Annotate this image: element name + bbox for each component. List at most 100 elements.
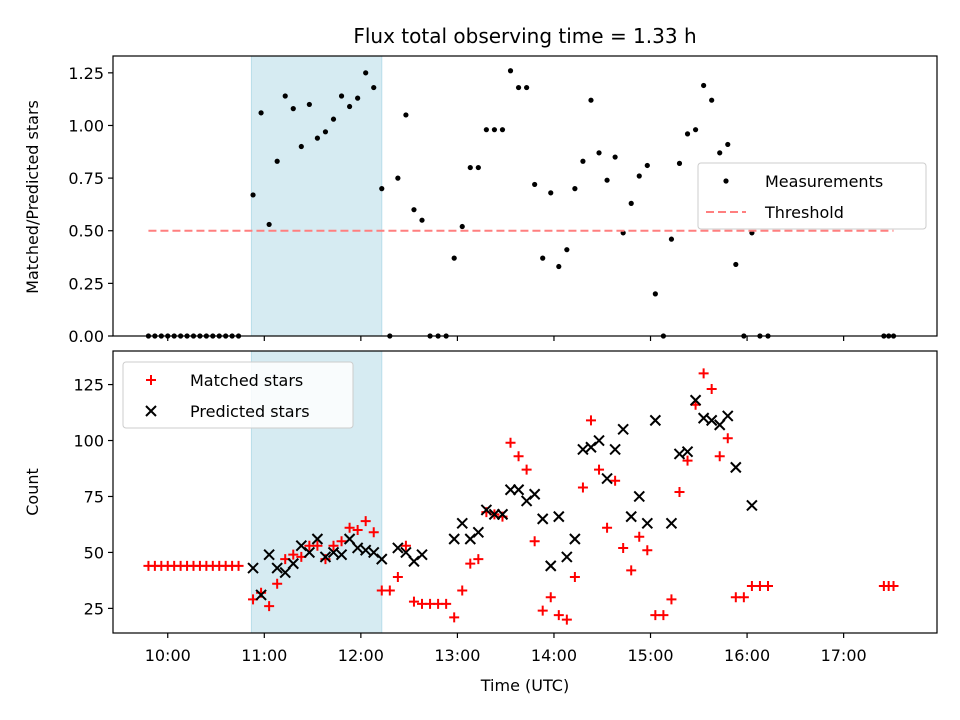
data-point: [738, 592, 749, 603]
data-point: [634, 531, 645, 542]
data-point: [282, 93, 288, 99]
data-point: [666, 594, 677, 605]
data-point: [505, 437, 516, 448]
data-point: [403, 112, 409, 118]
data-point: [524, 84, 530, 91]
data-point: [338, 93, 345, 99]
data-point: [733, 261, 739, 268]
data-point: [714, 419, 726, 431]
data-point: [515, 84, 522, 91]
data-point: [255, 589, 267, 601]
data-point: [722, 410, 734, 422]
data-point: [610, 475, 621, 486]
data-point: [513, 451, 524, 462]
data-point: [355, 95, 361, 101]
data-point: [594, 464, 605, 475]
data-point: [705, 414, 718, 427]
data-point: [328, 540, 339, 551]
data-point: [536, 513, 549, 525]
legend-key: [146, 375, 156, 385]
data-point: [272, 578, 283, 589]
data-point: [593, 434, 605, 447]
data-point: [674, 487, 685, 497]
data-point: [408, 596, 419, 607]
y-tick-label: 0.50: [68, 222, 104, 241]
data-point: [419, 217, 425, 223]
data-point: [250, 192, 256, 198]
axes-frame-1: [112, 350, 938, 634]
data-point: [314, 135, 321, 141]
data-point: [628, 200, 634, 206]
data-point: [499, 127, 506, 133]
legend-key: [723, 178, 729, 184]
data-point: [604, 177, 610, 183]
data-point: [343, 533, 356, 545]
legend-key: [145, 405, 157, 417]
data-point: [602, 522, 613, 533]
data-point: [701, 82, 707, 89]
x-tick-label: 13:00: [434, 646, 480, 665]
data-point: [673, 448, 686, 460]
data-point: [298, 143, 304, 150]
y-tick-label: 0.00: [68, 327, 104, 346]
data-point: [271, 562, 283, 574]
data-point: [392, 572, 403, 583]
data-point: [287, 557, 299, 570]
data-point: [496, 508, 509, 521]
data-point: [247, 562, 259, 574]
data-point: [507, 68, 514, 74]
legend-label: Matched stars: [190, 371, 303, 390]
data-point: [585, 415, 596, 426]
data-point: [411, 207, 417, 213]
data-point: [368, 527, 379, 538]
data-point: [359, 544, 372, 556]
data-point: [617, 423, 629, 436]
data-point: [475, 164, 481, 171]
data-point: [725, 141, 731, 148]
data-point: [625, 510, 637, 523]
data-point: [395, 175, 401, 181]
data-point: [311, 533, 324, 545]
y-tick-label: 125: [73, 376, 104, 395]
data-point: [580, 158, 586, 164]
data-point: [709, 97, 715, 103]
y-tick-label: 25: [84, 599, 104, 618]
axes-frame-0: [112, 55, 938, 337]
data-point: [596, 150, 602, 156]
series-predicted-stars: [247, 394, 758, 601]
data-point: [379, 186, 385, 192]
data-point: [689, 394, 702, 406]
data-point: [722, 433, 733, 444]
data-point: [698, 368, 709, 379]
data-point: [717, 150, 723, 156]
highlight-span-0: [250, 55, 383, 337]
data-point: [376, 553, 388, 565]
data-point: [528, 488, 541, 500]
x-tick-label: 16:00: [724, 646, 770, 665]
data-point: [459, 223, 465, 230]
data-point: [564, 247, 570, 253]
y-tick-label: 75: [84, 487, 104, 506]
data-point: [319, 551, 332, 563]
data-point: [416, 548, 428, 561]
data-point: [400, 546, 412, 559]
data-point: [491, 127, 498, 133]
data-point: [288, 549, 299, 560]
data-point: [456, 517, 468, 530]
y-tick-label: 100: [73, 432, 104, 451]
data-point: [609, 443, 621, 456]
data-point: [633, 490, 645, 503]
data-point: [668, 236, 675, 242]
data-point: [290, 106, 296, 112]
data-point: [312, 540, 323, 551]
data-point: [263, 548, 275, 561]
data-point: [649, 414, 662, 427]
top-y-axis-label: Matched/Predicted stars: [23, 100, 42, 294]
data-point: [556, 263, 562, 270]
data-point: [346, 103, 353, 110]
data-point: [360, 516, 371, 527]
y-tick-label: 50: [84, 543, 104, 562]
legend-label: Threshold: [764, 203, 844, 222]
data-point: [467, 164, 473, 171]
data-point: [641, 517, 654, 530]
